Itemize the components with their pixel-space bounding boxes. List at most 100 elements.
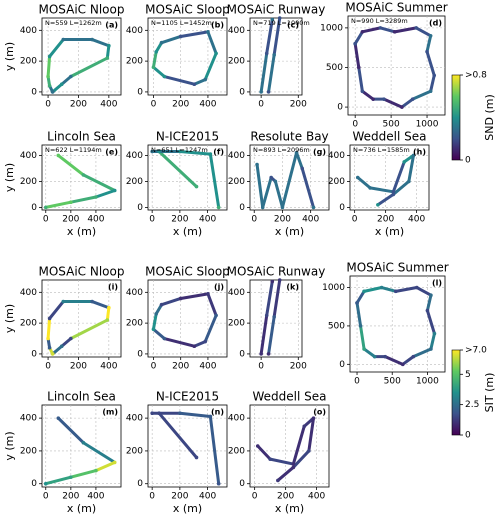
track-segment bbox=[69, 469, 98, 479]
track-point bbox=[355, 175, 360, 180]
track-point bbox=[269, 175, 273, 180]
track-segment bbox=[360, 89, 375, 101]
x-tick-label: 400 bbox=[100, 100, 117, 110]
y-tick-label: 400 bbox=[20, 414, 37, 424]
x-tick-label: 0 bbox=[45, 362, 51, 372]
colorbar-tick-label: >7.0 bbox=[465, 346, 487, 356]
track-segment bbox=[353, 30, 364, 46]
track-point bbox=[382, 97, 386, 101]
y-tick-label: 200 bbox=[228, 57, 245, 67]
track-segment bbox=[356, 176, 372, 190]
track-point bbox=[302, 424, 307, 429]
y-tick-label: 1000 bbox=[320, 23, 343, 33]
colorbar bbox=[451, 74, 461, 161]
panel-label: (m) bbox=[102, 408, 118, 417]
track-point bbox=[383, 354, 387, 359]
panel-title: Lincoln Sea bbox=[47, 390, 116, 404]
track-segment bbox=[414, 26, 433, 38]
x-tick-label: 400 bbox=[199, 100, 216, 110]
track-segment bbox=[401, 355, 415, 366]
panel-title: MOSAiC Summer bbox=[345, 1, 447, 15]
track-segment bbox=[276, 465, 295, 482]
track-point bbox=[392, 30, 397, 34]
track-point bbox=[428, 89, 433, 94]
track-point bbox=[414, 26, 419, 30]
x-tick-label: 400 bbox=[100, 362, 117, 372]
y-tick-label: 200 bbox=[126, 177, 143, 187]
colorbar-label: SIT (m) bbox=[483, 373, 496, 413]
track-point bbox=[59, 344, 64, 349]
track-segment bbox=[208, 414, 221, 486]
x-tick-label: 0 bbox=[43, 492, 49, 502]
track-point bbox=[362, 289, 366, 294]
track-segment bbox=[300, 166, 315, 209]
y-tick-label: 200 bbox=[228, 177, 245, 187]
track-point bbox=[378, 26, 383, 30]
x-tick-label: 200 bbox=[62, 492, 79, 502]
panel-label: (j) bbox=[214, 283, 224, 292]
track-point bbox=[214, 51, 218, 56]
track-segment bbox=[268, 457, 295, 466]
track-point bbox=[311, 205, 316, 210]
track-segment bbox=[272, 16, 282, 57]
y-tick-label: 0 bbox=[239, 479, 245, 489]
x-tick-label: 200 bbox=[171, 215, 188, 225]
track-segment bbox=[355, 301, 363, 328]
y-tick-label: 0 bbox=[137, 479, 143, 489]
track-point bbox=[429, 293, 433, 298]
track-segment bbox=[291, 424, 306, 466]
track-segment bbox=[255, 163, 265, 209]
panel-title: MOSAiC Runway bbox=[227, 3, 326, 17]
track-segment bbox=[60, 75, 73, 86]
track-segment bbox=[425, 34, 433, 54]
y-tick-label: 0 bbox=[31, 479, 37, 489]
x-tick-label: 0 bbox=[258, 362, 264, 372]
track-point bbox=[159, 40, 164, 45]
track-segment bbox=[56, 153, 85, 177]
track-segment bbox=[60, 337, 73, 348]
track-point bbox=[272, 53, 276, 57]
track-point bbox=[157, 411, 161, 416]
y-tick-label: 400 bbox=[126, 288, 143, 298]
track-segment bbox=[151, 327, 166, 341]
panel-title: MOSAiC Nloop bbox=[39, 265, 125, 279]
x-tick-label: 0 bbox=[43, 215, 49, 225]
panel-label: (k) bbox=[286, 283, 299, 292]
y-tick-label: 400 bbox=[228, 26, 245, 36]
y-tick-label: 200 bbox=[228, 446, 245, 456]
x-tick-label: 200 bbox=[70, 100, 87, 110]
track-point bbox=[391, 192, 396, 197]
track-point bbox=[360, 30, 365, 34]
track-point bbox=[159, 302, 164, 307]
y-axis-label: y (m) bbox=[3, 163, 16, 192]
track-segment bbox=[394, 286, 419, 293]
track-point bbox=[376, 203, 380, 207]
track-point bbox=[112, 188, 117, 193]
track-segment bbox=[425, 50, 436, 77]
track-point bbox=[266, 90, 271, 94]
track-segment bbox=[192, 340, 207, 348]
panel-label: (a) bbox=[105, 21, 118, 30]
track-point bbox=[192, 82, 197, 87]
track-point bbox=[425, 49, 429, 54]
track-segment bbox=[203, 51, 218, 82]
x-tick-label: 400 bbox=[308, 492, 325, 502]
track-point bbox=[94, 195, 98, 199]
track-segment bbox=[429, 73, 436, 93]
plot-area bbox=[41, 17, 122, 96]
track-point bbox=[291, 465, 296, 470]
y-axis-label: y (m) bbox=[3, 431, 16, 460]
track-point bbox=[50, 352, 55, 356]
y-tick-label: 400 bbox=[228, 151, 245, 161]
track-segment bbox=[261, 176, 273, 209]
x-axis-label: x (m) bbox=[67, 502, 96, 515]
panel-title: Resolute Bay bbox=[250, 130, 328, 144]
track-point bbox=[216, 481, 221, 486]
x-tick-label: 0 bbox=[352, 120, 358, 130]
x-tick-label: 400 bbox=[87, 492, 104, 502]
track-point bbox=[360, 89, 365, 94]
track-point bbox=[428, 34, 433, 38]
x-tick-label: 200 bbox=[274, 215, 291, 225]
track-segment bbox=[383, 355, 405, 366]
track-segment bbox=[415, 286, 433, 297]
